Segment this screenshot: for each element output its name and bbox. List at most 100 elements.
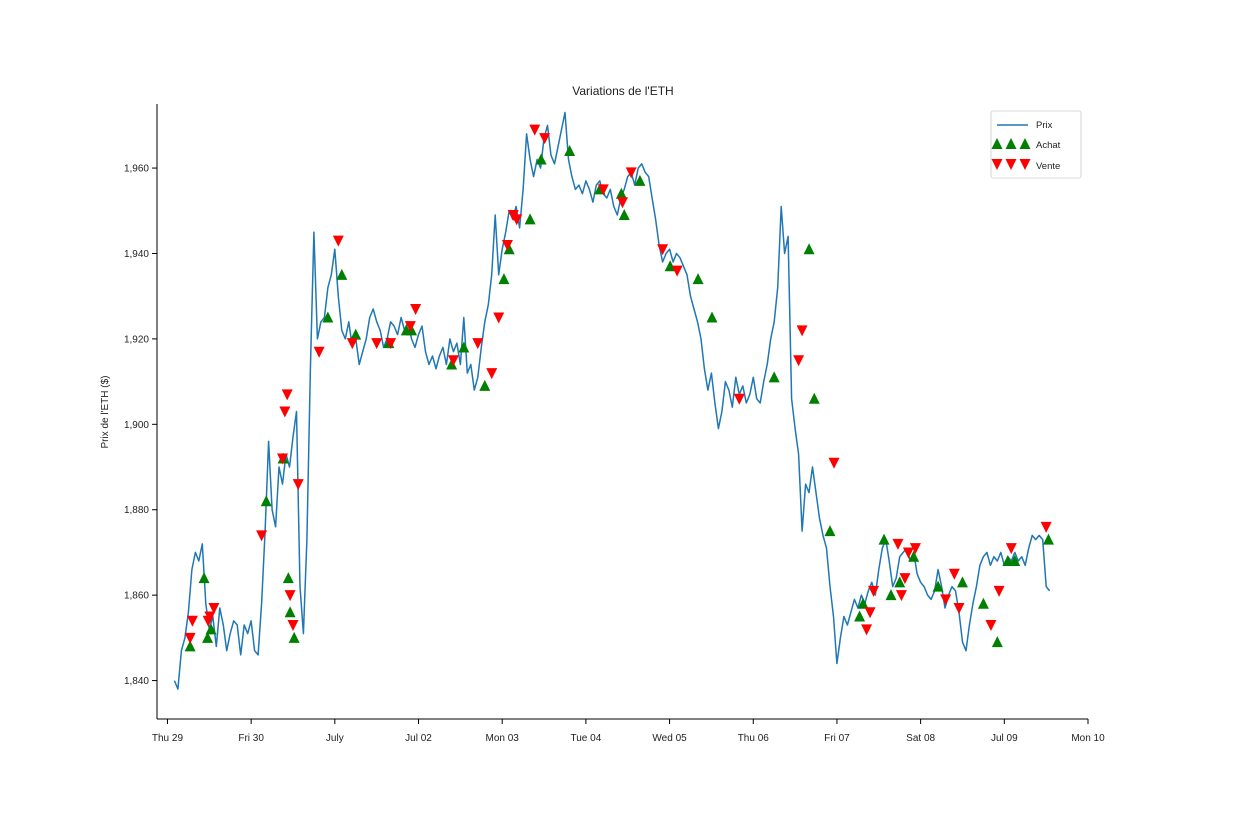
vente-marker xyxy=(892,538,904,550)
legend-vente-label: Vente xyxy=(1036,161,1060,172)
achat-marker xyxy=(615,187,627,199)
x-tick-label: Mon 03 xyxy=(486,733,520,744)
achat-marker xyxy=(664,260,676,272)
vente-marker xyxy=(993,585,1005,597)
vente-marker xyxy=(657,244,669,256)
y-tick-label: 1,860 xyxy=(124,591,149,602)
legend-vente-icons xyxy=(991,159,1031,170)
axes: 1,840 1,860 1,880 1,900 1,920 1,940 1,960 Thu … xyxy=(124,104,1105,744)
chart-title: Variations de l'ETH xyxy=(572,84,673,98)
vente-marker xyxy=(332,235,344,247)
vente-marker xyxy=(404,321,416,333)
achat-marker xyxy=(184,640,196,652)
vente-marker xyxy=(371,338,383,350)
vente-marker xyxy=(511,214,523,226)
y-tick-label: 1,840 xyxy=(124,676,149,687)
vente-marker xyxy=(287,620,299,632)
achat-marker xyxy=(1009,554,1021,566)
achat-marker xyxy=(282,572,294,584)
vente-marker xyxy=(277,453,289,465)
vente-marker xyxy=(953,602,965,614)
achat-marker xyxy=(885,589,897,601)
vente-marker xyxy=(313,346,325,358)
legend-achat-marker xyxy=(1005,138,1017,149)
x-tick-label: Sat 08 xyxy=(906,733,935,744)
achat-marker xyxy=(498,273,510,285)
vente-marker xyxy=(940,594,952,606)
x-tick-label: Thu 29 xyxy=(152,733,184,744)
legend-vente-marker xyxy=(1019,159,1031,170)
vente-marker xyxy=(868,585,880,597)
vente-marker xyxy=(281,389,293,401)
legend-vente-marker xyxy=(1005,159,1017,170)
x-tick-label: Jul 09 xyxy=(991,733,1018,744)
price-line xyxy=(173,111,1051,690)
achat-marker xyxy=(322,311,334,323)
vente-markers xyxy=(184,124,1052,644)
achat-marker xyxy=(406,324,418,336)
vente-marker xyxy=(899,573,911,585)
legend-achat-marker xyxy=(1019,138,1031,149)
achat-marker xyxy=(977,597,989,609)
vente-marker xyxy=(895,590,907,602)
achat-marker xyxy=(634,174,646,186)
achat-marker xyxy=(503,243,515,255)
x-tick-label: July xyxy=(326,733,344,744)
x-tick-label: Tue 04 xyxy=(571,733,602,744)
vente-marker xyxy=(279,406,291,418)
achat-markers xyxy=(184,144,1054,652)
vente-marker xyxy=(828,457,840,469)
y-ticks: 1,840 1,860 1,880 1,900 1,920 1,940 1,960 xyxy=(124,164,157,687)
vente-marker xyxy=(184,632,196,644)
achat-marker xyxy=(932,580,944,592)
achat-marker xyxy=(205,623,217,635)
vente-marker xyxy=(793,355,805,367)
achat-marker xyxy=(618,209,630,221)
achat-marker xyxy=(1002,554,1014,566)
vente-marker xyxy=(501,239,513,251)
vente-marker xyxy=(733,393,745,405)
vente-marker xyxy=(493,312,505,324)
x-tick-label: Wed 05 xyxy=(652,733,687,744)
vente-marker xyxy=(909,543,921,555)
x-tick-label: Jul 02 xyxy=(405,733,432,744)
vente-marker xyxy=(617,197,628,209)
vente-marker xyxy=(410,304,422,315)
vente-marker xyxy=(256,530,268,542)
vente-marker xyxy=(861,624,873,636)
achat-marker xyxy=(1042,533,1054,545)
y-tick-label: 1,960 xyxy=(124,164,149,175)
achat-marker xyxy=(336,268,348,280)
plot-area xyxy=(173,111,1054,690)
legend-achat-icons xyxy=(991,138,1031,149)
achat-marker xyxy=(808,392,820,404)
achat-marker xyxy=(692,273,704,285)
achat-marker xyxy=(564,144,576,156)
x-tick-label: Mon 10 xyxy=(1071,733,1105,744)
vente-marker xyxy=(948,568,960,580)
x-tick-label: Thu 06 xyxy=(738,733,770,744)
x-tick-label: Fri 30 xyxy=(238,733,264,744)
vente-marker xyxy=(292,479,304,491)
vente-marker xyxy=(447,355,459,367)
vente-marker xyxy=(625,167,637,179)
vente-marker xyxy=(385,338,397,350)
vente-marker xyxy=(902,547,914,559)
vente-marker xyxy=(1040,521,1052,533)
achat-marker xyxy=(284,606,296,618)
vente-marker xyxy=(985,620,997,632)
legend: Prix Achat Vente xyxy=(990,110,1082,179)
y-tick-label: 1,900 xyxy=(124,420,149,431)
achat-marker xyxy=(991,636,1003,648)
achat-marker xyxy=(535,153,547,165)
achat-marker xyxy=(824,525,836,537)
vente-marker xyxy=(486,368,498,380)
x-tick-label: Fri 07 xyxy=(824,733,850,744)
achat-marker xyxy=(202,631,214,643)
vente-marker xyxy=(1005,543,1017,555)
achat-marker xyxy=(857,597,869,609)
achat-marker xyxy=(878,533,890,545)
legend-achat-label: Achat xyxy=(1036,140,1061,151)
achat-marker xyxy=(908,550,920,562)
